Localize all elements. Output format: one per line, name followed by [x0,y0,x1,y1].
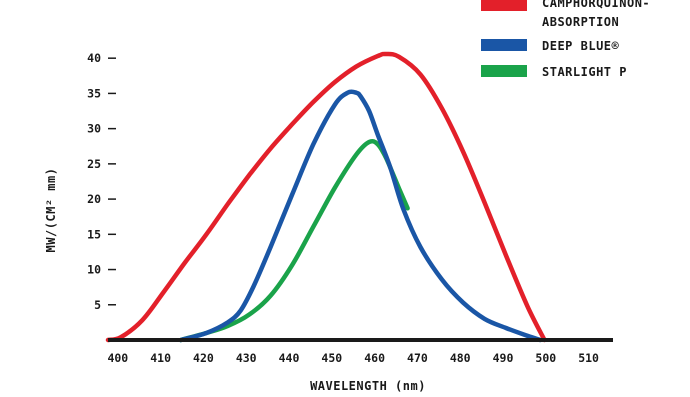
x-tick-label: 420 [193,351,214,365]
x-tick-label: 440 [279,351,300,365]
y-axis-title: MW/(CM² mm) [44,168,58,253]
y-tick-label: 35 [87,86,101,100]
series-line-starlight-p [178,138,410,343]
x-tick-label: 430 [236,351,257,365]
x-tick-label: 510 [578,351,599,365]
x-tick-label: 470 [407,351,428,365]
x-tick-label: 480 [450,351,471,365]
y-tick-label: 5 [94,298,101,312]
x-tick-label: 450 [321,351,342,365]
y-axis-label: MW/(CM² mm) [44,168,58,253]
y-tick-label: 15 [87,227,101,241]
y-tick-label: 30 [87,122,101,136]
legend-label-camphorquinon-absorption: CAMPHORQUINON-ABSORPTION [542,0,650,29]
series-line-camphorquinon-absorption [105,51,547,343]
y-tick-label: 10 [87,263,101,277]
series-lines [105,51,547,343]
y-tick-label: 20 [87,192,101,206]
legend-label-starlight-p: STARLIGHT P [542,65,627,79]
x-axis-label: WAVELENGTH (nm) [310,379,426,393]
x-tick-label: 460 [364,351,385,365]
series-line-deep-blue [178,89,543,343]
legend-swatch-deep-blue [481,39,527,51]
y-tick-label: 25 [87,157,101,171]
x-tick-label: 410 [150,351,171,365]
legend-swatch-starlight-p [481,65,527,77]
legend-label-deep-blue: DEEP BLUE® [542,39,620,53]
x-tick-label: 400 [107,351,128,365]
x-tick-label: 500 [535,351,556,365]
y-tick-label: 40 [87,51,101,65]
legend: CAMPHORQUINON-ABSORPTION DEEP BLUE® STARLI… [481,0,650,79]
x-tick-label: 490 [493,351,514,365]
legend-swatch-camphorquinon-absorption [481,0,527,11]
